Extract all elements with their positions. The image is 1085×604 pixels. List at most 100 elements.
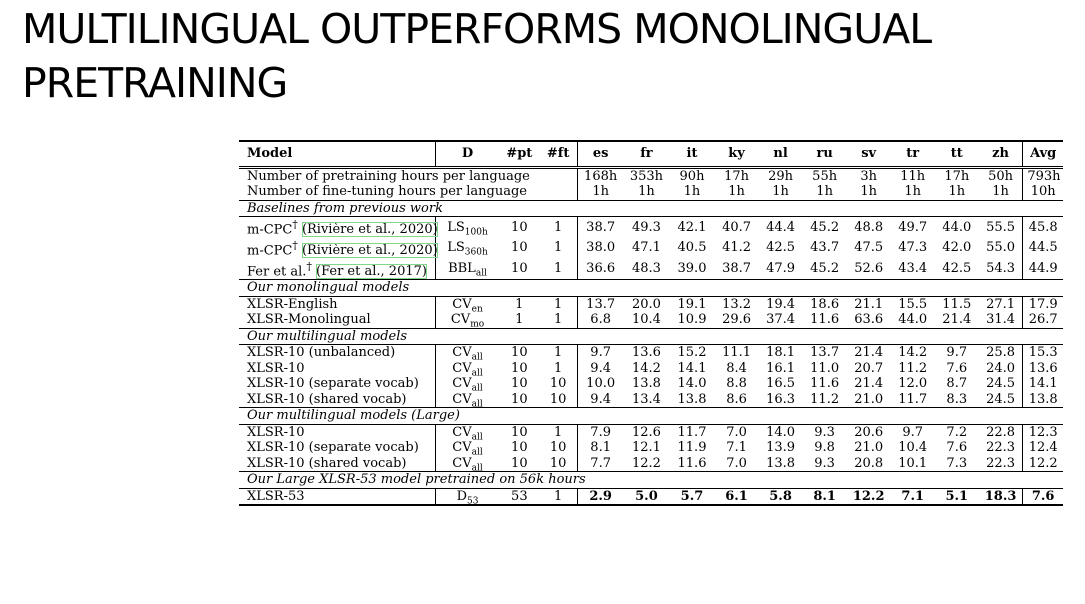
model-row: XLSR-Monolingual CVmo 1 1 6.8 10.4 10.9 29.6 37.… [239, 312, 1063, 330]
hours-value: 17h [724, 168, 749, 184]
model-row: m-CPC† (Rivière et al., 2020) LS100h 10 1 38… [239, 216, 1063, 238]
wer-value: 47.1 [631, 240, 661, 256]
hours-value: 1h [904, 184, 922, 199]
hours-label: Number of fine-tuning hours per language [247, 184, 527, 199]
wer-value: 13.8 [766, 455, 796, 471]
wer-value: 18.3 [984, 488, 1017, 504]
dataset-cell: CVall [434, 424, 500, 442]
results-table: Model D #pt #ft es fr it ky nl ru sv tr tt zh Avg Numbe… [239, 140, 1063, 506]
wer-value: 7.0 [726, 455, 747, 471]
wer-value: 43.4 [898, 261, 928, 277]
wer-value: 5.0 [635, 488, 658, 504]
wer-value: 10.9 [677, 312, 707, 328]
header-lang: nl [773, 146, 788, 161]
wer-value: 43.7 [810, 240, 840, 256]
hours-value: 1h [728, 184, 745, 199]
header-pt: #pt [506, 146, 533, 161]
wer-value: 7.3 [946, 455, 968, 471]
hours-value: 1h [992, 184, 1009, 199]
section-title: Our multilingual models (Large) [247, 408, 460, 424]
avg-value: 44.9 [1022, 258, 1063, 280]
dataset-name: CV [452, 391, 472, 407]
ft-cell: 1 [553, 360, 563, 376]
section-title: Our multilingual models [247, 328, 408, 344]
avg-value: 13.6 [1022, 360, 1063, 377]
dataset-name: CV [452, 455, 472, 471]
wer-value: 22.8 [986, 424, 1016, 440]
wer-value: 20.8 [854, 455, 884, 471]
pt-cell: 53 [511, 488, 528, 504]
avg-value: 17.9 [1022, 296, 1063, 313]
model-cell: m-CPC† (Rivière et al., 2020) [239, 217, 438, 238]
wer-value: 15.5 [898, 296, 928, 312]
dataset-name: CV [452, 296, 472, 312]
pt-cell: 10 [511, 455, 528, 471]
wer-value: 29.6 [722, 312, 752, 328]
model-cell: XLSR-10 (separate vocab) [239, 440, 435, 456]
hours-value: 55h [812, 168, 838, 184]
header-lang: tt [950, 146, 963, 161]
model-name: XLSR-10 (separate vocab) [247, 440, 419, 456]
model-name: XLSR-10 (separate vocab) [247, 376, 419, 392]
hours-value: 3h [860, 168, 877, 184]
wer-value: 24.5 [986, 391, 1016, 407]
wer-value: 63.6 [854, 312, 884, 328]
model-name: XLSR-Monolingual [247, 312, 371, 328]
wer-value: 7.7 [576, 455, 624, 472]
wer-value: 12.2 [852, 488, 885, 504]
wer-value: 14.2 [898, 345, 928, 361]
hours-avg: 10h [1022, 184, 1063, 200]
slide-title-line-2: PRETRAINING [22, 59, 288, 107]
avg-value: 12.3 [1022, 424, 1063, 441]
wer-value: 12.1 [631, 440, 661, 456]
ft-cell: 1 [553, 261, 563, 277]
avg-value: 12.4 [1022, 440, 1063, 456]
header-lang: ky [728, 146, 745, 161]
hours-value: 29h [768, 168, 794, 184]
wer-value: 7.6 [946, 360, 968, 376]
dataset-subscript: 53 [467, 496, 479, 507]
wer-value: 55.0 [986, 240, 1016, 256]
ft-cell: 1 [553, 296, 563, 312]
wer-value: 2.9 [576, 488, 624, 506]
wer-value: 20.0 [631, 296, 661, 312]
wer-value: 12.6 [631, 424, 661, 440]
pretraining-hours-row: Number of pretraining hours per language… [239, 167, 1063, 184]
wer-value: 48.8 [854, 219, 884, 235]
wer-value: 41.2 [722, 240, 752, 256]
wer-value: 14.2 [631, 360, 661, 376]
citation-link: (Fer et al., 2017) [316, 263, 427, 279]
pt-cell: 10 [511, 219, 528, 235]
wer-value: 14.1 [677, 360, 707, 376]
ft-cell: 1 [553, 345, 563, 361]
wer-value: 47.5 [854, 240, 884, 256]
section-title: Baselines from previous work [247, 200, 443, 216]
wer-value: 6.1 [725, 488, 748, 504]
hours-value: 1h [683, 184, 701, 199]
slide-title: MULTILINGUAL OUTPERFORMS MONOLINGUAL PRE… [22, 2, 1072, 110]
model-cell: XLSR-English [239, 296, 435, 312]
dataset-cell: LS100h [434, 216, 500, 238]
wer-value: 13.9 [766, 440, 796, 456]
hours-value: 50h [988, 168, 1014, 184]
wer-value: 9.7 [902, 424, 924, 440]
wer-value: 11.6 [810, 376, 840, 392]
wer-value: 7.2 [946, 424, 968, 440]
header-avg: Avg [1022, 141, 1063, 167]
wer-value: 11.9 [677, 440, 707, 456]
header-lang: it [686, 146, 698, 161]
model-name: XLSR-10 [247, 424, 305, 440]
ft-cell: 1 [553, 240, 563, 256]
wer-value: 49.7 [898, 219, 928, 235]
model-name: XLSR-English [247, 296, 338, 312]
model-cell: XLSR-53 [239, 488, 435, 505]
wer-value: 21.0 [854, 440, 884, 456]
dagger-mark: † [292, 238, 298, 252]
wer-value: 40.7 [722, 219, 752, 235]
wer-value: 13.2 [722, 296, 752, 312]
model-row: XLSR-10 (shared vocab) CVall 10 10 7.7 12.2 11… [239, 455, 1063, 473]
wer-value: 7.6 [946, 440, 968, 456]
model-name: XLSR-53 [247, 488, 305, 504]
wer-value: 48.3 [631, 261, 661, 277]
wer-value: 19.1 [677, 296, 707, 312]
